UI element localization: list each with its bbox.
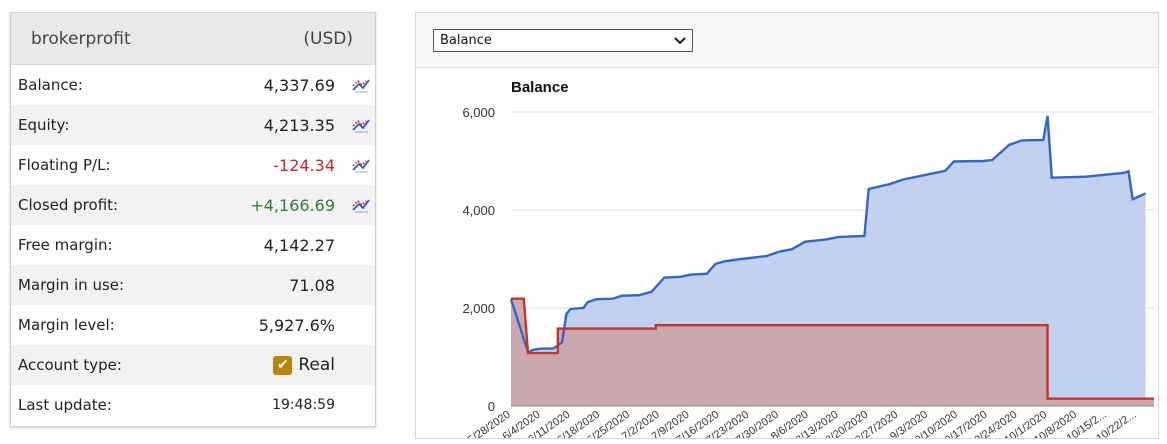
stat-row: Closed profit: +4,166.69 [11, 185, 375, 225]
account-stats-list: Balance: 4,337.69 Equity: 4,213.35 Floating … [11, 65, 375, 425]
chart-title: Balance [511, 79, 569, 96]
chart-trend-icon[interactable] [351, 195, 371, 215]
stat-label: Closed profit: [18, 196, 119, 214]
stat-row: Account type: ✔ Real [11, 345, 375, 385]
stat-row: Last update: 19:48:59 [11, 385, 375, 425]
stat-value: 5,927.6% [258, 315, 335, 335]
stat-label: Margin in use: [18, 276, 125, 294]
chart-trend-icon[interactable] [351, 155, 371, 175]
stat-row: Floating P/L: -124.34 [11, 145, 375, 185]
chevron-down-icon [674, 36, 686, 44]
stat-row: Margin level: 5,927.6% [11, 305, 375, 345]
stat-row: Margin in use: 71.08 [11, 265, 375, 305]
stat-value: 4,142.27 [263, 235, 335, 255]
y-tick-label: 6,000 [462, 105, 495, 120]
stat-row: Free margin: 4,142.27 [11, 225, 375, 265]
chart-trend-icon[interactable] [351, 75, 371, 95]
y-tick-label: 4,000 [462, 203, 495, 218]
stat-value: 4,213.35 [263, 115, 335, 135]
chart-type-select[interactable]: Balance [433, 29, 693, 52]
stat-label: Margin level: [18, 316, 115, 334]
account-type-label: Real [298, 355, 335, 375]
stat-value: -124.34 [273, 155, 335, 175]
chart-trend-icon[interactable] [351, 115, 371, 135]
account-type-value: ✔ Real [273, 355, 335, 375]
stat-label: Account type: [18, 356, 122, 374]
stat-label: Floating P/L: [18, 156, 111, 174]
stat-value: 71.08 [289, 275, 335, 295]
stat-value: +4,166.69 [250, 195, 335, 215]
stat-row: Equity: 4,213.35 [11, 105, 375, 145]
margin-line [511, 297, 1154, 400]
chart-toolbar: Balance [416, 13, 1158, 68]
stat-label: Balance: [18, 76, 83, 94]
y-tick-label: 0 [488, 399, 495, 414]
checkmark-icon: ✔ [273, 355, 293, 375]
stat-row: Balance: 4,337.69 [11, 65, 375, 105]
stat-label: Free margin: [18, 236, 113, 254]
stat-value: 4,337.69 [263, 75, 335, 95]
account-summary-panel: brokerprofit (USD) Balance: 4,337.69 Equit… [10, 12, 376, 427]
balance-line [509, 115, 1146, 354]
stat-value: 19:48:59 [272, 397, 335, 413]
account-currency: (USD) [303, 28, 353, 49]
balance-chart: Balance6,0004,0002,00005/28/20206/4/2020… [462, 79, 1154, 438]
stat-label: Equity: [18, 116, 70, 134]
chart-type-select-value: Balance [440, 33, 492, 48]
chart-panel: Balance Balance 6,000 4,000 2,000 0 5/28/2020… [415, 12, 1159, 439]
stat-label: Last update: [18, 396, 112, 414]
account-name: brokerprofit [31, 28, 131, 49]
y-tick-label: 2,000 [462, 301, 495, 316]
account-header: brokerprofit (USD) [11, 13, 375, 65]
